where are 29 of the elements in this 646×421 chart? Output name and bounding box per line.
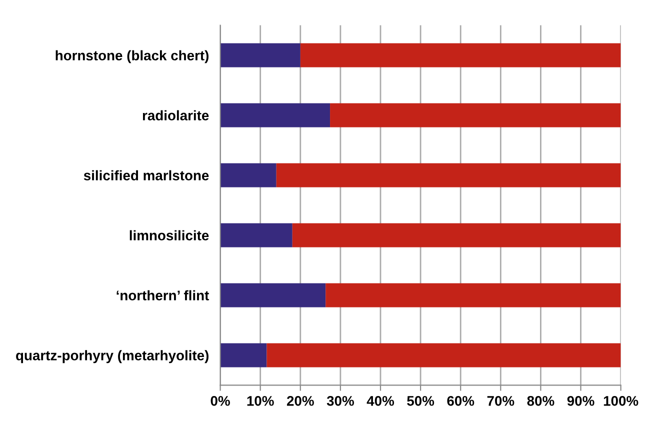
x-tick-label: 100% <box>604 396 638 406</box>
bar <box>266 343 621 368</box>
bar <box>220 43 300 68</box>
x-tick-label: 10% <box>247 396 274 406</box>
y-tick-label: quartz-porhyry (metarhyolite) <box>16 350 208 364</box>
y-tick-label: ‘northern’ flint <box>116 290 210 300</box>
y-tick-label: hornstone (black chert) <box>56 50 208 64</box>
bar <box>220 343 267 368</box>
bar <box>220 103 330 128</box>
y-tick-label: limnosilicite <box>130 230 209 240</box>
x-tick-label: 30% <box>326 396 354 406</box>
x-tick-label: 70% <box>487 396 514 406</box>
y-tick-label: radiolarite <box>142 110 209 120</box>
bar <box>220 223 292 248</box>
x-tick-label: 20% <box>286 396 314 406</box>
bar <box>326 283 621 308</box>
bar <box>330 103 621 128</box>
bar <box>220 283 326 308</box>
bar <box>220 163 276 188</box>
x-tick-label: 40% <box>366 396 394 406</box>
bar <box>276 163 621 188</box>
x-tick-label: 90% <box>567 396 594 406</box>
bar <box>292 223 621 248</box>
x-tick-label: 50% <box>407 396 434 406</box>
x-tick-label: 60% <box>447 396 474 406</box>
x-tick-label: 80% <box>527 396 554 406</box>
x-tick-label: 0% <box>210 396 230 406</box>
y-tick-label: silicified marlstone <box>84 170 209 180</box>
bar <box>300 43 621 68</box>
